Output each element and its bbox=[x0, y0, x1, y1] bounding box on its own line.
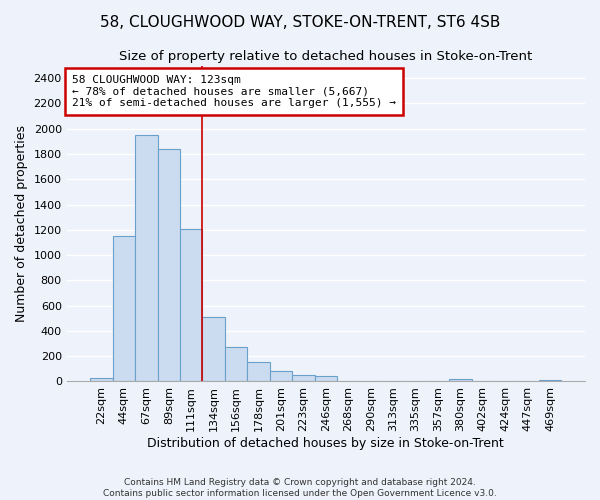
Bar bbox=[449, 379, 472, 382]
Bar bbox=[382, 381, 404, 382]
Bar bbox=[113, 236, 135, 382]
Bar bbox=[404, 381, 427, 382]
Bar bbox=[292, 376, 314, 382]
Bar bbox=[337, 381, 359, 382]
Text: 58 CLOUGHWOOD WAY: 123sqm
← 78% of detached houses are smaller (5,667)
21% of se: 58 CLOUGHWOOD WAY: 123sqm ← 78% of detac… bbox=[72, 75, 396, 108]
Bar bbox=[359, 381, 382, 382]
Bar bbox=[90, 378, 113, 382]
Bar bbox=[247, 362, 270, 382]
Bar bbox=[202, 317, 225, 382]
Bar bbox=[270, 372, 292, 382]
Bar bbox=[180, 228, 202, 382]
X-axis label: Distribution of detached houses by size in Stoke-on-Trent: Distribution of detached houses by size … bbox=[148, 437, 504, 450]
Bar bbox=[158, 149, 180, 382]
Bar bbox=[314, 376, 337, 382]
Y-axis label: Number of detached properties: Number of detached properties bbox=[15, 125, 28, 322]
Text: Contains HM Land Registry data © Crown copyright and database right 2024.
Contai: Contains HM Land Registry data © Crown c… bbox=[103, 478, 497, 498]
Title: Size of property relative to detached houses in Stoke-on-Trent: Size of property relative to detached ho… bbox=[119, 50, 532, 63]
Bar bbox=[135, 135, 158, 382]
Bar bbox=[539, 380, 562, 382]
Bar bbox=[225, 348, 247, 382]
Text: 58, CLOUGHWOOD WAY, STOKE-ON-TRENT, ST6 4SB: 58, CLOUGHWOOD WAY, STOKE-ON-TRENT, ST6 … bbox=[100, 15, 500, 30]
